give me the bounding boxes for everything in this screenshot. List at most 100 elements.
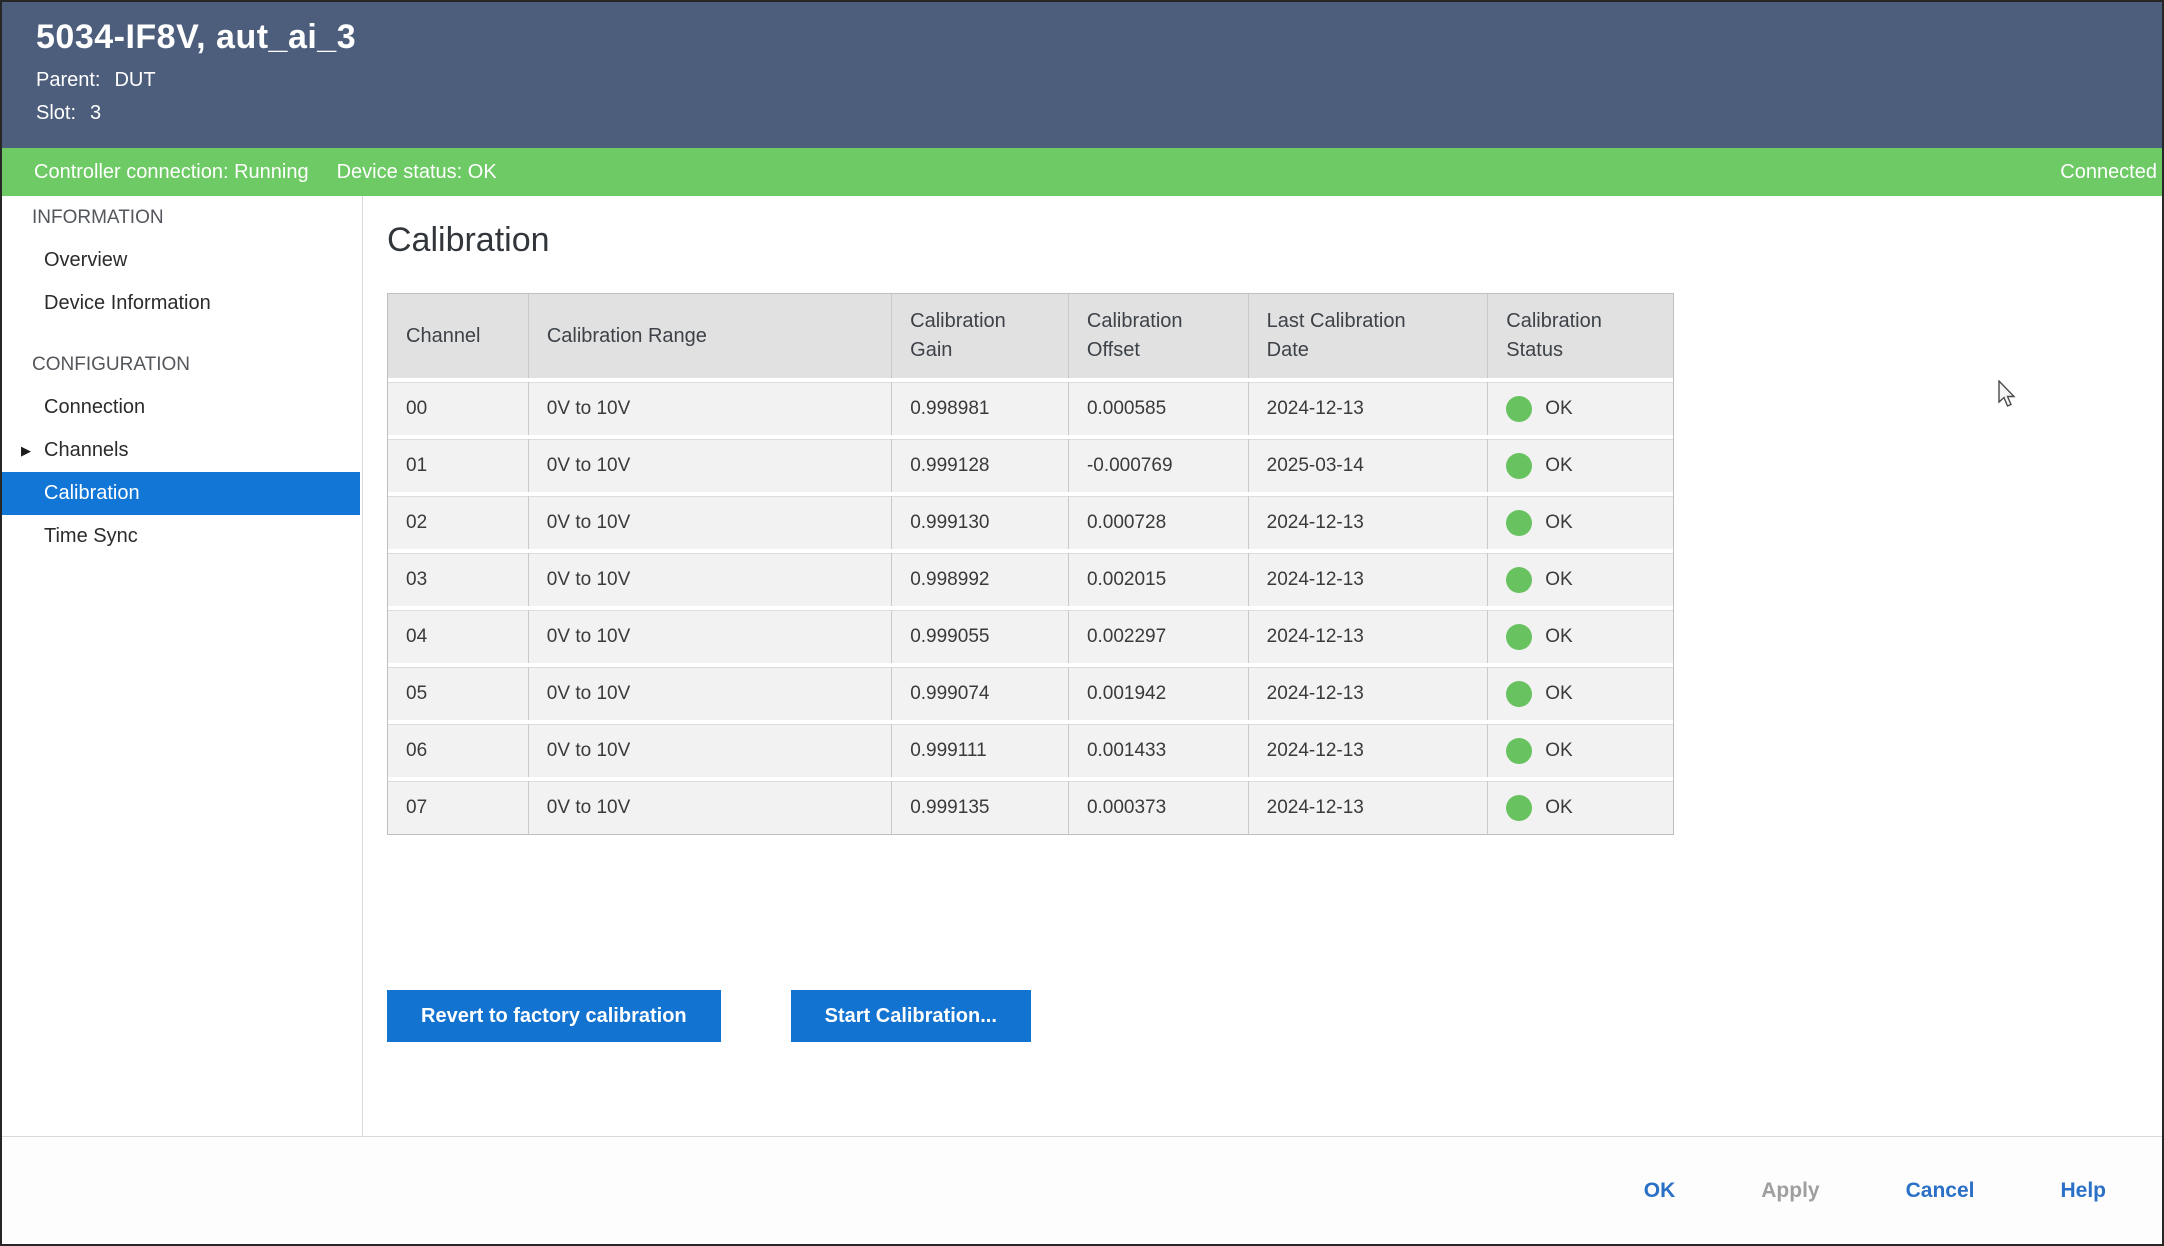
status-label: OK	[1545, 739, 1573, 761]
sidebar-item-calibration[interactable]: Calibration	[2, 472, 360, 515]
cell-channel: 07	[388, 781, 529, 834]
table-row: 00 0V to 10V 0.998981 0.000585 2024-12-1…	[388, 378, 1673, 435]
status-label: OK	[1545, 568, 1573, 590]
cell-gain: 0.998992	[892, 553, 1069, 606]
cell-channel: 06	[388, 724, 529, 777]
cell-channel: 02	[388, 496, 529, 549]
cell-range: 0V to 10V	[529, 781, 893, 834]
sidebar-section-configuration: CONFIGURATION	[32, 354, 190, 375]
mouse-cursor-icon	[1998, 380, 2016, 407]
status-label: OK	[1545, 682, 1573, 704]
table-row: 06 0V to 10V 0.999111 0.001433 2024-12-1…	[388, 720, 1673, 777]
cell-date: 2024-12-13	[1249, 496, 1489, 549]
cell-gain: 0.999111	[892, 724, 1069, 777]
slot-value: 3	[90, 102, 102, 124]
cell-gain: 0.999128	[892, 439, 1069, 492]
cell-offset: 0.001433	[1069, 724, 1249, 777]
start-calibration-button[interactable]: Start Calibration...	[790, 990, 1031, 1042]
sidebar-item-device-information[interactable]: Device Information	[44, 292, 211, 314]
cell-range: 0V to 10V	[529, 667, 893, 720]
cell-gain: 0.999074	[892, 667, 1069, 720]
cell-gain: 0.999055	[892, 610, 1069, 663]
sidebar-item-channels-label: Channels	[44, 439, 129, 461]
cell-status: OK	[1488, 667, 1673, 720]
cell-channel: 05	[388, 667, 529, 720]
status-label: OK	[1545, 397, 1573, 419]
cell-gain: 0.999135	[892, 781, 1069, 834]
sidebar-section-information: INFORMATION	[32, 207, 164, 228]
cancel-button[interactable]: Cancel	[1905, 1178, 1975, 1202]
status-label: OK	[1545, 625, 1573, 647]
controller-connection-status: Controller connection: Running	[34, 160, 309, 183]
cell-range: 0V to 10V	[529, 553, 893, 606]
cell-status: OK	[1488, 724, 1673, 777]
expand-arrow-icon[interactable]: ▶	[21, 443, 31, 458]
status-ok-icon	[1506, 395, 1533, 422]
app-header: 5034-IF8V, aut_ai_3 Parent: DUT Slot: 3	[2, 2, 2162, 148]
parent-line: Parent: DUT	[36, 69, 2162, 92]
cell-offset: 0.000585	[1069, 382, 1249, 435]
cell-status: OK	[1488, 610, 1673, 663]
calibration-table: Channel Calibration Range Calibration Ga…	[387, 293, 1674, 835]
sidebar-item-time-sync[interactable]: Time Sync	[44, 525, 138, 547]
cell-range: 0V to 10V	[529, 439, 893, 492]
cell-date: 2024-12-13	[1249, 553, 1489, 606]
cell-date: 2024-12-13	[1249, 382, 1489, 435]
status-ok-icon	[1506, 794, 1533, 821]
body: INFORMATION Overview Device Information …	[2, 196, 2162, 1136]
sidebar-item-channels[interactable]: ▶ Channels	[2, 429, 362, 472]
table-row: 04 0V to 10V 0.999055 0.002297 2024-12-1…	[388, 606, 1673, 663]
slot-line: Slot: 3	[36, 102, 2162, 125]
sidebar-item-connection[interactable]: Connection	[44, 396, 146, 418]
cell-channel: 00	[388, 382, 529, 435]
status-ok-icon	[1506, 680, 1533, 707]
table-row: 05 0V to 10V 0.999074 0.001942 2024-12-1…	[388, 663, 1673, 720]
device-status: Device status: OK	[336, 160, 497, 183]
connection-status-bar: Controller connection: Running Device st…	[2, 148, 2162, 196]
status-ok-icon	[1506, 737, 1533, 764]
cell-date: 2025-03-14	[1249, 439, 1489, 492]
col-header-channel: Channel	[388, 294, 529, 378]
ok-button[interactable]: OK	[1643, 1178, 1676, 1202]
cell-offset: 0.002015	[1069, 553, 1249, 606]
cell-range: 0V to 10V	[529, 724, 893, 777]
cell-status: OK	[1488, 496, 1673, 549]
cell-channel: 04	[388, 610, 529, 663]
slot-label: Slot:	[36, 102, 77, 124]
cell-gain: 0.999130	[892, 496, 1069, 549]
cell-range: 0V to 10V	[529, 496, 893, 549]
table-header-row: Channel Calibration Range Calibration Ga…	[388, 294, 1673, 378]
parent-label: Parent:	[36, 69, 101, 91]
status-ok-icon	[1506, 509, 1533, 536]
help-button[interactable]: Help	[2060, 1178, 2106, 1202]
cell-channel: 01	[388, 439, 529, 492]
cell-status: OK	[1488, 439, 1673, 492]
main-content: Calibration Channel Calibration Range Ca…	[363, 196, 2162, 1136]
col-header-calibration-range: Calibration Range	[529, 294, 893, 378]
cell-date: 2024-12-13	[1249, 610, 1489, 663]
sidebar-item-overview[interactable]: Overview	[44, 249, 128, 271]
cell-range: 0V to 10V	[529, 610, 893, 663]
connected-badge: Connected	[2060, 160, 2157, 183]
parent-value: DUT	[114, 69, 156, 91]
col-header-last-calibration-date: Last Calibration Date	[1249, 294, 1489, 378]
status-label: OK	[1545, 454, 1573, 476]
table-row: 01 0V to 10V 0.999128 -0.000769 2025-03-…	[388, 435, 1673, 492]
cell-range: 0V to 10V	[529, 382, 893, 435]
table-row: 02 0V to 10V 0.999130 0.000728 2024-12-1…	[388, 492, 1673, 549]
status-ok-icon	[1506, 623, 1533, 650]
cell-date: 2024-12-13	[1249, 781, 1489, 834]
cell-status: OK	[1488, 553, 1673, 606]
cell-gain: 0.998981	[892, 382, 1069, 435]
table-row: 03 0V to 10V 0.998992 0.002015 2024-12-1…	[388, 549, 1673, 606]
device-title: 5034-IF8V, aut_ai_3	[36, 18, 357, 56]
apply-button[interactable]: Apply	[1761, 1178, 1820, 1202]
col-header-calibration-gain: Calibration Gain	[892, 294, 1069, 378]
revert-to-factory-calibration-button[interactable]: Revert to factory calibration	[387, 990, 721, 1042]
cell-offset: 0.002297	[1069, 610, 1249, 663]
cell-offset: 0.000373	[1069, 781, 1249, 834]
cell-status: OK	[1488, 781, 1673, 834]
cell-offset: 0.000728	[1069, 496, 1249, 549]
cell-date: 2024-12-13	[1249, 667, 1489, 720]
